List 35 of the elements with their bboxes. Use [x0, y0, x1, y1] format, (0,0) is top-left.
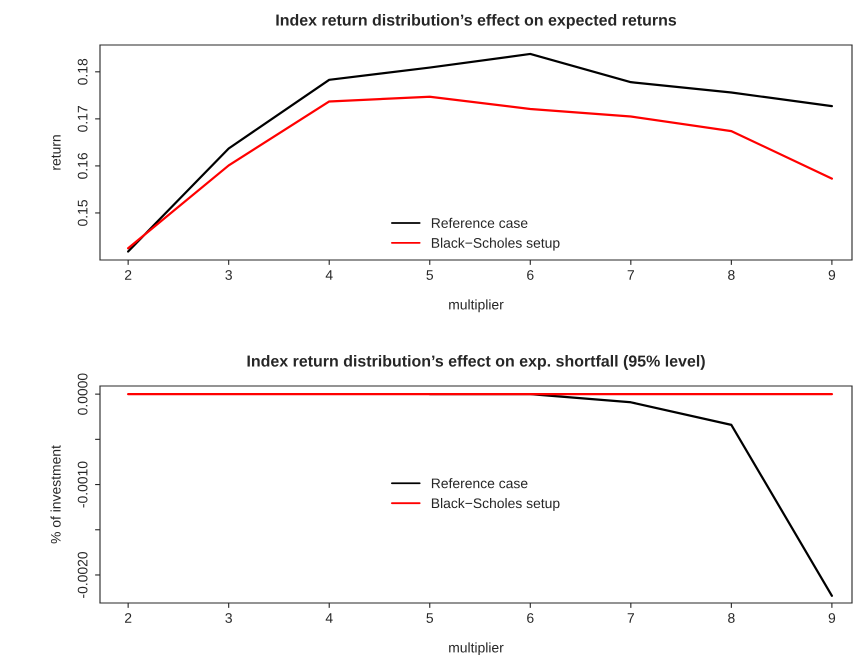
y-tick-label: 0.18: [78, 58, 88, 85]
x-tick-label: 2: [124, 270, 132, 280]
line-series: [127, 52, 834, 253]
x-axis-title: multiplier: [449, 299, 504, 312]
y-tick-label: 0.17: [78, 106, 88, 132]
x-tick-label: 5: [426, 270, 434, 280]
x-tick-label: 2: [124, 613, 132, 623]
y-axis-title: % of investment: [50, 445, 61, 544]
x-tick-label: 3: [225, 270, 232, 280]
x-tick-label: 8: [728, 613, 735, 623]
x-tick-label: 4: [326, 613, 333, 623]
y-tick-label: -0.0010: [78, 462, 88, 508]
x-tick-label: 9: [828, 270, 836, 280]
y-axis-title: return: [52, 135, 61, 170]
x-tick-label: 7: [628, 613, 634, 623]
chart-title: Index return distribution’s effect on expected returns: [276, 14, 676, 29]
x-tick-label: 5: [426, 613, 434, 623]
chart-title: Index return distribution’s effect on exp. shortfall (95% level): [248, 354, 705, 370]
line-series: [127, 96, 834, 250]
x-tick-label: 7: [628, 270, 634, 280]
y-tick-label: 0.16: [78, 153, 88, 179]
y-tick-label: -0.0020: [78, 552, 88, 598]
legend-label: Reference case: [432, 218, 528, 228]
x-tick-label: 3: [225, 613, 232, 623]
legend-label: Black−Scholes setup: [432, 238, 560, 251]
x-tick-label: 6: [527, 613, 534, 623]
legend-label: Reference case: [432, 478, 528, 488]
x-tick-label: 6: [527, 270, 534, 280]
y-tick-label: 0.0000: [78, 373, 88, 415]
x-tick-label: 8: [728, 270, 735, 280]
legend-label: Black−Scholes setup: [432, 498, 560, 511]
x-tick-label: 4: [326, 270, 333, 280]
y-tick-label: 0.15: [78, 200, 88, 226]
x-axis-title: multiplier: [449, 642, 504, 655]
x-tick-label: 9: [828, 613, 836, 623]
